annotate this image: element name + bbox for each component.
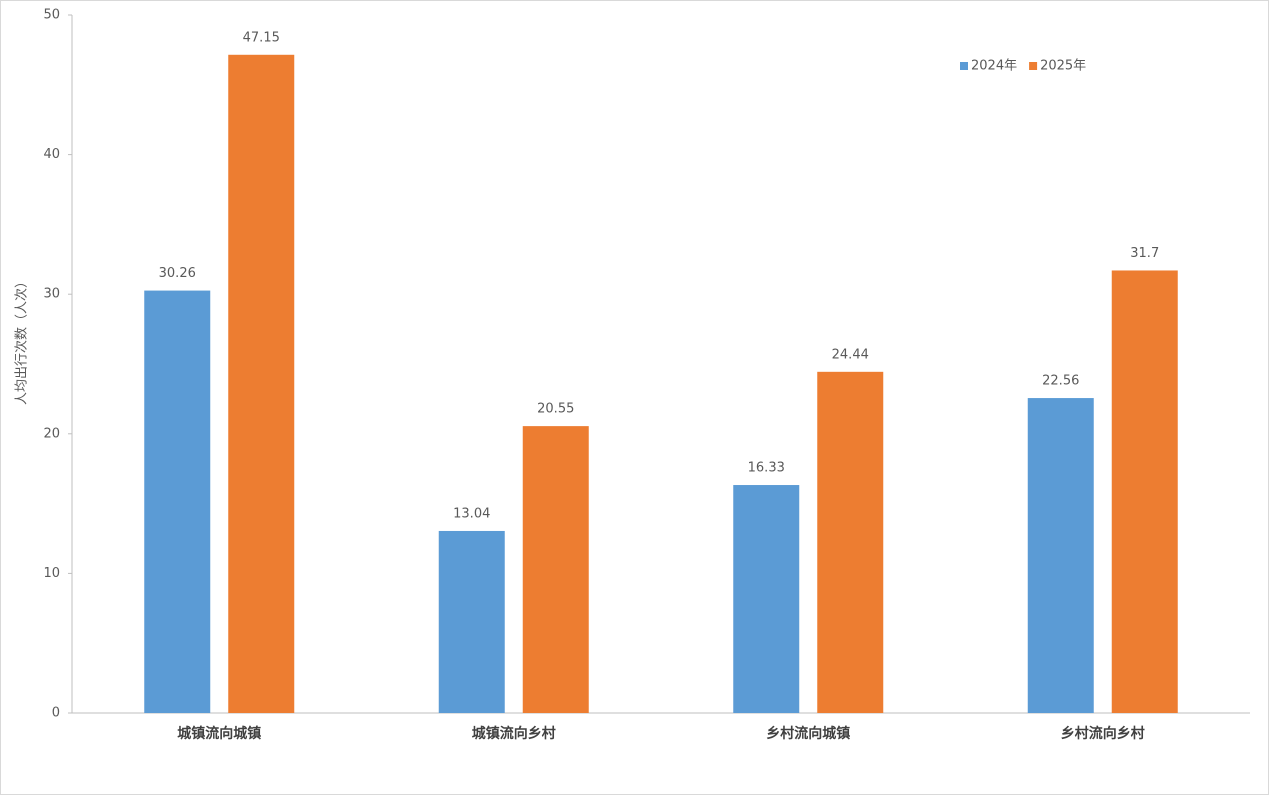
bar	[1027, 398, 1094, 713]
data-label: 20.55	[537, 402, 574, 417]
legend-label: 2025年	[1040, 59, 1086, 74]
legend-label: 2024年	[971, 59, 1017, 74]
data-label: 24.44	[832, 347, 869, 362]
y-tick-label: 40	[43, 147, 60, 162]
data-label: 30.26	[159, 266, 196, 281]
x-tick-label: 城镇流向城镇	[177, 725, 261, 742]
data-label: 47.15	[243, 30, 280, 45]
y-tick-label: 10	[43, 566, 60, 581]
bar	[438, 530, 505, 713]
x-tick-label: 城镇流向乡村	[472, 725, 556, 742]
data-label: 13.04	[453, 506, 490, 521]
data-label: 16.33	[748, 461, 785, 476]
data-label: 31.7	[1130, 246, 1159, 261]
x-tick-label: 乡村流向乡村	[1061, 725, 1145, 742]
y-tick-label: 20	[43, 426, 60, 441]
legend-swatch	[1029, 62, 1038, 70]
bar	[1111, 270, 1178, 713]
x-tick-label: 乡村流向城镇	[766, 725, 850, 742]
data-label: 22.56	[1042, 374, 1079, 389]
y-axis-label: 人均出行次数（人次）	[14, 275, 30, 405]
bar	[228, 54, 295, 713]
bar	[733, 485, 800, 713]
y-tick-label: 30	[43, 287, 60, 302]
bar	[522, 426, 589, 713]
bar	[144, 290, 211, 713]
bar	[817, 371, 884, 713]
y-tick-label: 0	[52, 706, 60, 721]
legend-swatch	[960, 62, 968, 70]
y-tick-label: 50	[43, 8, 60, 23]
